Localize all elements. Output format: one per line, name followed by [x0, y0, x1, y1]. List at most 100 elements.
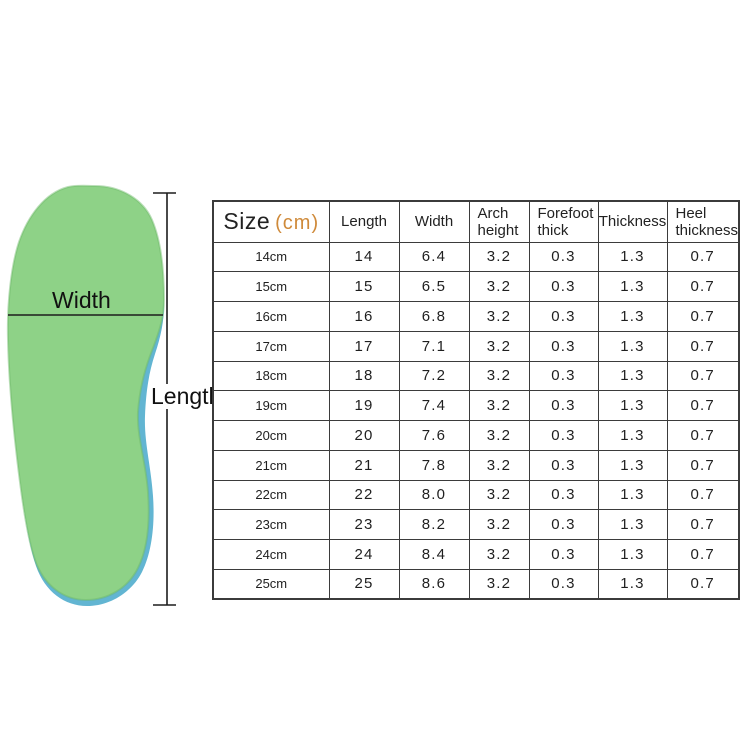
- size-cell: 25cm: [212, 568, 330, 600]
- table-row: 14cm 14 6.4 3.2 0.3 1.3 0.7: [212, 241, 740, 273]
- length-cell: 25: [328, 568, 400, 600]
- width-cell: 8.6: [398, 568, 470, 600]
- length-cell: 20: [328, 420, 400, 451]
- column-header-width: Width: [398, 200, 470, 243]
- heel_thickness-cell: 0.7: [666, 390, 740, 421]
- forefoot_thick-cell: 0.3: [528, 330, 599, 362]
- length-dimension-label: Length: [149, 383, 224, 409]
- length-cell: 21: [328, 449, 400, 481]
- thickness-cell: 1.3: [597, 479, 668, 511]
- thickness-cell: 1.3: [597, 271, 668, 302]
- width-cell: 7.2: [398, 360, 470, 392]
- size-column-header: Size (cm): [212, 200, 330, 243]
- heel_thickness-cell: 0.7: [666, 479, 740, 511]
- length-cell: 24: [328, 539, 400, 570]
- size-cell: 24cm: [212, 539, 330, 570]
- heel_thickness-cell: 0.7: [666, 271, 740, 302]
- width-cell: 6.5: [398, 271, 470, 302]
- size-cell: 16cm: [212, 301, 330, 332]
- heel_thickness-cell: 0.7: [666, 241, 740, 273]
- insole-top-layer: [6, 184, 166, 602]
- column-header-forefoot_thick: Forefoot thick: [528, 200, 599, 243]
- arch_height-cell: 3.2: [468, 390, 530, 421]
- size-cell: 21cm: [212, 449, 330, 481]
- thickness-cell: 1.3: [597, 330, 668, 362]
- width-cell: 7.1: [398, 330, 470, 362]
- arch_height-cell: 3.2: [468, 241, 530, 273]
- size-cell: 14cm: [212, 241, 330, 273]
- length-cell: 23: [328, 509, 400, 540]
- length-cell: 16: [328, 301, 400, 332]
- size-cell: 19cm: [212, 390, 330, 421]
- table-row: 19cm 19 7.4 3.2 0.3 1.3 0.7: [212, 390, 740, 421]
- table-row: 20cm 20 7.6 3.2 0.3 1.3 0.7: [212, 420, 740, 451]
- size-cell: 23cm: [212, 509, 330, 540]
- table-header-row: Size (cm) Length Width Arch height Forefoot …: [212, 200, 740, 243]
- insole-diagram: Width Length: [0, 0, 260, 750]
- thickness-cell: 1.3: [597, 568, 668, 600]
- table-row: 24cm 24 8.4 3.2 0.3 1.3 0.7: [212, 539, 740, 570]
- arch_height-cell: 3.2: [468, 539, 530, 570]
- forefoot_thick-cell: 0.3: [528, 390, 599, 421]
- width-cell: 7.4: [398, 390, 470, 421]
- length-cell: 15: [328, 271, 400, 302]
- width-cell: 7.8: [398, 449, 470, 481]
- size-cell: 15cm: [212, 271, 330, 302]
- arch_height-cell: 3.2: [468, 301, 530, 332]
- width-cell: 8.2: [398, 509, 470, 540]
- arch_height-cell: 3.2: [468, 568, 530, 600]
- size-cell: 20cm: [212, 420, 330, 451]
- thickness-cell: 1.3: [597, 360, 668, 392]
- forefoot_thick-cell: 0.3: [528, 539, 599, 570]
- table-row: 15cm 15 6.5 3.2 0.3 1.3 0.7: [212, 271, 740, 302]
- forefoot_thick-cell: 0.3: [528, 568, 599, 600]
- table-row: 21cm 21 7.8 3.2 0.3 1.3 0.7: [212, 449, 740, 481]
- thickness-cell: 1.3: [597, 241, 668, 273]
- length-cell: 14: [328, 241, 400, 273]
- heel_thickness-cell: 0.7: [666, 360, 740, 392]
- arch_height-cell: 3.2: [468, 509, 530, 540]
- length-cell: 19: [328, 390, 400, 421]
- table-row: 17cm 17 7.1 3.2 0.3 1.3 0.7: [212, 330, 740, 362]
- forefoot_thick-cell: 0.3: [528, 449, 599, 481]
- table-row: 22cm 22 8.0 3.2 0.3 1.3 0.7: [212, 479, 740, 511]
- arch_height-cell: 3.2: [468, 420, 530, 451]
- column-header-heel_thickness: Heel thickness: [666, 200, 740, 243]
- size-chart-table: Size (cm) Length Width Arch height Forefoot …: [212, 200, 740, 600]
- size-header-unit: (cm): [275, 212, 320, 235]
- size-header-text: Size: [223, 208, 271, 235]
- size-cell: 17cm: [212, 330, 330, 362]
- arch_height-cell: 3.2: [468, 479, 530, 511]
- forefoot_thick-cell: 0.3: [528, 360, 599, 392]
- thickness-cell: 1.3: [597, 420, 668, 451]
- thickness-cell: 1.3: [597, 449, 668, 481]
- arch_height-cell: 3.2: [468, 330, 530, 362]
- heel_thickness-cell: 0.7: [666, 539, 740, 570]
- forefoot_thick-cell: 0.3: [528, 271, 599, 302]
- width-cell: 8.4: [398, 539, 470, 570]
- size-cell: 18cm: [212, 360, 330, 392]
- table-row: 18cm 18 7.2 3.2 0.3 1.3 0.7: [212, 360, 740, 392]
- table-row: 16cm 16 6.8 3.2 0.3 1.3 0.7: [212, 301, 740, 332]
- column-header-arch_height: Arch height: [468, 200, 530, 243]
- heel_thickness-cell: 0.7: [666, 330, 740, 362]
- heel_thickness-cell: 0.7: [666, 420, 740, 451]
- thickness-cell: 1.3: [597, 539, 668, 570]
- column-header-thickness: Thickness: [597, 200, 668, 243]
- insole-illustration: [6, 184, 176, 606]
- width-cell: 6.4: [398, 241, 470, 273]
- forefoot_thick-cell: 0.3: [528, 241, 599, 273]
- width-cell: 8.0: [398, 479, 470, 511]
- length-cell: 17: [328, 330, 400, 362]
- heel_thickness-cell: 0.7: [666, 301, 740, 332]
- forefoot_thick-cell: 0.3: [528, 420, 599, 451]
- width-dimension-label: Width: [52, 287, 111, 313]
- heel_thickness-cell: 0.7: [666, 509, 740, 540]
- width-cell: 7.6: [398, 420, 470, 451]
- forefoot_thick-cell: 0.3: [528, 509, 599, 540]
- length-cell: 18: [328, 360, 400, 392]
- size-cell: 22cm: [212, 479, 330, 511]
- thickness-cell: 1.3: [597, 301, 668, 332]
- thickness-cell: 1.3: [597, 390, 668, 421]
